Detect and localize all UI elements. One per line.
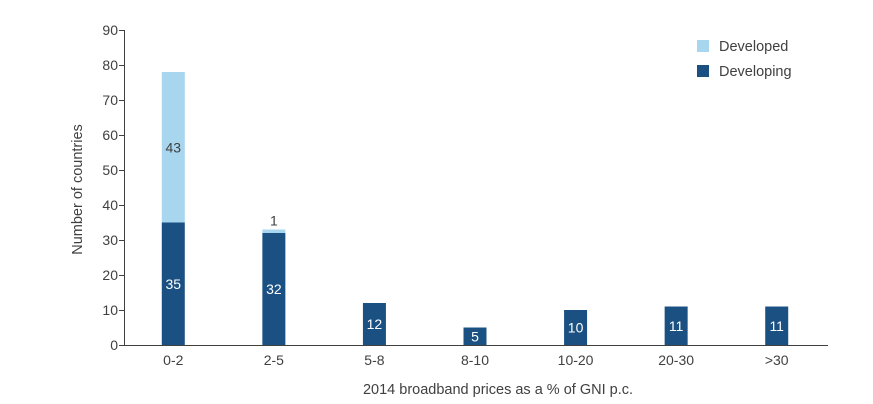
y-tick-label: 30 — [102, 232, 118, 248]
data-label-developing: 11 — [769, 318, 784, 334]
y-tick-label: 40 — [102, 197, 118, 213]
bar-developed — [262, 229, 286, 233]
data-label-developing: 5 — [471, 328, 479, 344]
bar-developing — [262, 233, 286, 345]
y-tick-label: 90 — [102, 22, 118, 38]
y-tick-label: 60 — [102, 127, 118, 143]
bar-developing — [664, 306, 688, 345]
y-tick-label: 70 — [102, 92, 118, 108]
legend-label-developing: Developing — [719, 64, 792, 80]
x-tick-label: 8-10 — [461, 352, 489, 368]
legend-swatch-developing — [697, 65, 709, 77]
legend-swatch-developed — [697, 40, 709, 52]
y-tick-label: 0 — [110, 337, 118, 353]
x-tick-label: 5-8 — [364, 352, 384, 368]
y-tick-label: 20 — [102, 267, 118, 283]
x-tick-label: 2-5 — [264, 352, 284, 368]
data-label-developing: 12 — [367, 316, 383, 332]
bar-developing — [765, 306, 789, 345]
x-tick-label: 20-30 — [658, 352, 694, 368]
y-tick-label: 80 — [102, 57, 118, 73]
legend: Developed Developing — [697, 39, 792, 80]
y-tick-label: 10 — [102, 302, 118, 318]
y-axis-ticks: 0 10 20 30 40 50 60 70 80 90 — [102, 22, 124, 353]
data-label-developing: 11 — [669, 318, 684, 334]
x-tick-label: >30 — [765, 352, 789, 368]
bar-developing — [463, 327, 487, 345]
bar-developing — [564, 310, 588, 345]
y-tick-label: 50 — [102, 162, 118, 178]
bar-developing — [161, 222, 185, 345]
x-tick-label: 10-20 — [558, 352, 594, 368]
x-axis-title: 2014 broadband prices as a % of GNI p.c. — [363, 382, 633, 398]
bar-data-labels: 35 32 12 5 10 11 11 43 1 — [165, 139, 784, 344]
x-tick-label: 0-2 — [163, 352, 183, 368]
y-axis-title: Number of countries — [70, 124, 86, 255]
bars — [161, 72, 789, 345]
data-label-developed: 43 — [165, 139, 181, 155]
data-label-developing: 10 — [568, 320, 584, 336]
x-axis-ticks: 0-2 2-5 5-8 8-10 10-20 20-30 >30 — [163, 352, 789, 368]
bar-developed — [161, 72, 185, 223]
legend-label-developed: Developed — [719, 39, 788, 55]
data-label-developing: 35 — [165, 276, 181, 292]
data-label-developed: 1 — [270, 213, 278, 229]
data-label-developing: 32 — [266, 281, 282, 297]
bar-developing — [362, 303, 386, 345]
